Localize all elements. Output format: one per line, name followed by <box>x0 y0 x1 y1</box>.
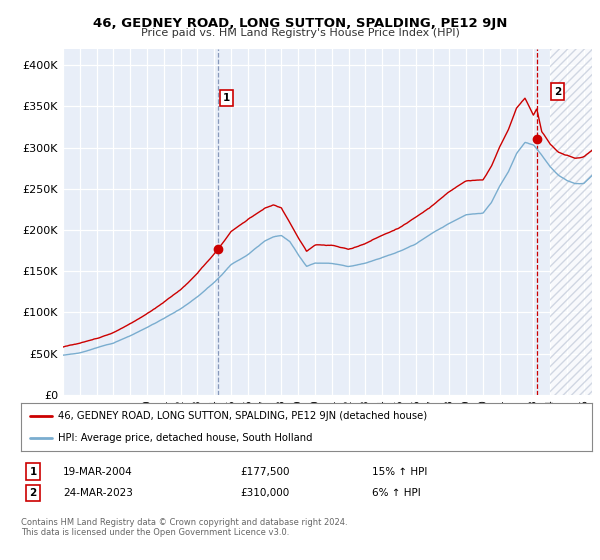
Text: Contains HM Land Registry data © Crown copyright and database right 2024.
This d: Contains HM Land Registry data © Crown c… <box>21 518 347 538</box>
Text: 46, GEDNEY ROAD, LONG SUTTON, SPALDING, PE12 9JN (detached house): 46, GEDNEY ROAD, LONG SUTTON, SPALDING, … <box>58 411 427 421</box>
Text: 2: 2 <box>29 488 37 498</box>
Text: HPI: Average price, detached house, South Holland: HPI: Average price, detached house, Sout… <box>58 433 313 443</box>
Text: 46, GEDNEY ROAD, LONG SUTTON, SPALDING, PE12 9JN: 46, GEDNEY ROAD, LONG SUTTON, SPALDING, … <box>93 17 507 30</box>
Bar <box>550 49 592 395</box>
Bar <box>550 49 592 395</box>
Text: 19-MAR-2004: 19-MAR-2004 <box>63 466 133 477</box>
Bar <box>550 49 592 395</box>
Text: Price paid vs. HM Land Registry's House Price Index (HPI): Price paid vs. HM Land Registry's House … <box>140 28 460 38</box>
Text: £310,000: £310,000 <box>240 488 289 498</box>
Text: 1: 1 <box>29 466 37 477</box>
Text: 6% ↑ HPI: 6% ↑ HPI <box>372 488 421 498</box>
Text: £177,500: £177,500 <box>240 466 290 477</box>
Text: 24-MAR-2023: 24-MAR-2023 <box>63 488 133 498</box>
Text: 2: 2 <box>554 87 561 96</box>
Text: 15% ↑ HPI: 15% ↑ HPI <box>372 466 427 477</box>
Text: 1: 1 <box>223 93 230 103</box>
